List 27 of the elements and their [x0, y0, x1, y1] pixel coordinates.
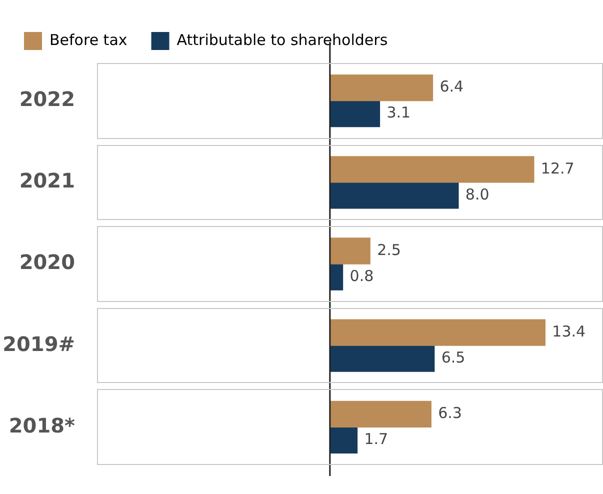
bar [330, 100, 380, 128]
data-label: 12.7 [540, 159, 574, 178]
y-tick-label: 2021 [19, 168, 75, 193]
data-label: 6.4 [440, 78, 464, 96]
bar [330, 182, 459, 209]
legend-label: Before tax [50, 30, 128, 49]
data-label: 8.0 [465, 185, 490, 204]
data-label: 0.8 [350, 266, 374, 285]
legend-label: Attributable to shareholders [176, 30, 388, 49]
data-label: 1.7 [364, 430, 388, 448]
data-label: 6.5 [441, 348, 466, 366]
bar [330, 345, 435, 372]
y-tick-label: 2019# [2, 332, 75, 356]
y-tick-label: 2022 [19, 87, 75, 112]
data-label: 2.5 [377, 240, 401, 259]
bar [330, 264, 344, 290]
y-tick-label: 2018* [8, 413, 76, 438]
data-label: 13.4 [552, 322, 586, 340]
y-tick-label: 2020 [19, 250, 75, 274]
bar [330, 400, 432, 428]
data-label: 6.3 [438, 404, 462, 422]
bar [330, 238, 370, 264]
bar [330, 319, 546, 346]
data-label: 3.1 [386, 104, 411, 122]
bar [330, 156, 534, 183]
bar [330, 74, 434, 102]
bar [330, 426, 358, 454]
